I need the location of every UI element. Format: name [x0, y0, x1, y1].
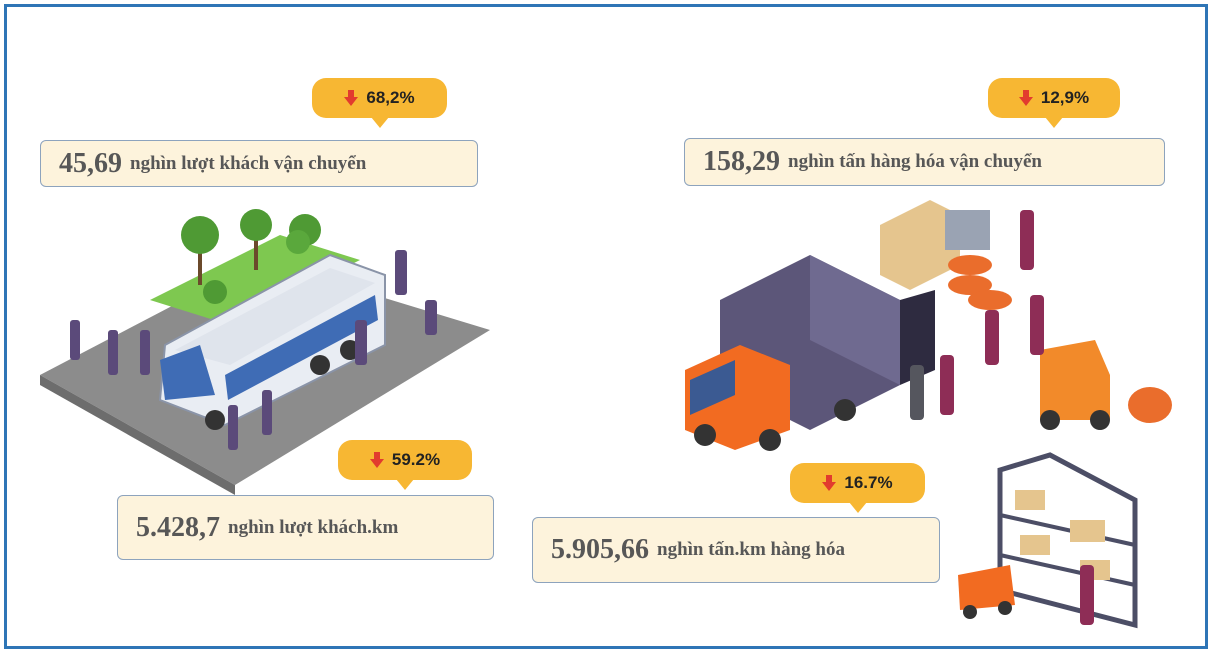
down-arrow	[1019, 90, 1033, 106]
down-arrow	[370, 452, 384, 468]
change-badge: 68,2%	[312, 78, 447, 118]
change-badge: 59.2%	[338, 440, 472, 480]
shelves	[958, 455, 1135, 625]
stat-value: 5.428,7	[136, 512, 220, 544]
change-text: 16.7%	[844, 473, 892, 493]
change-text: 59.2%	[392, 450, 440, 470]
stat-unit: nghìn lượt khách.km	[228, 517, 398, 539]
down-arrow	[344, 90, 358, 106]
stat-box: 5.905,66 nghìn tấn.km hàng hóa	[532, 517, 940, 583]
change-badge: 16.7%	[790, 463, 925, 503]
stat-value: 5.905,66	[551, 534, 649, 566]
page: 68,2% 45,69 nghìn lượt khách vận chuyển …	[0, 0, 1216, 655]
change-badge: 12,9%	[988, 78, 1120, 118]
stat-box: 158,29 nghìn tấn hàng hóa vận chuyển	[684, 138, 1165, 186]
stat-value: 45,69	[59, 148, 122, 180]
truck	[685, 255, 935, 451]
down-arrow	[822, 475, 836, 491]
stat-unit: nghìn lượt khách vận chuyển	[130, 153, 366, 175]
change-text: 68,2%	[366, 88, 414, 108]
stat-unit: nghìn tấn.km hàng hóa	[657, 539, 845, 561]
change-text: 12,9%	[1041, 88, 1089, 108]
stat-unit: nghìn tấn hàng hóa vận chuyển	[788, 151, 1042, 173]
stat-box: 45,69 nghìn lượt khách vận chuyển	[40, 140, 478, 187]
stat-value: 158,29	[703, 146, 780, 178]
stat-box: 5.428,7 nghìn lượt khách.km	[117, 495, 494, 560]
